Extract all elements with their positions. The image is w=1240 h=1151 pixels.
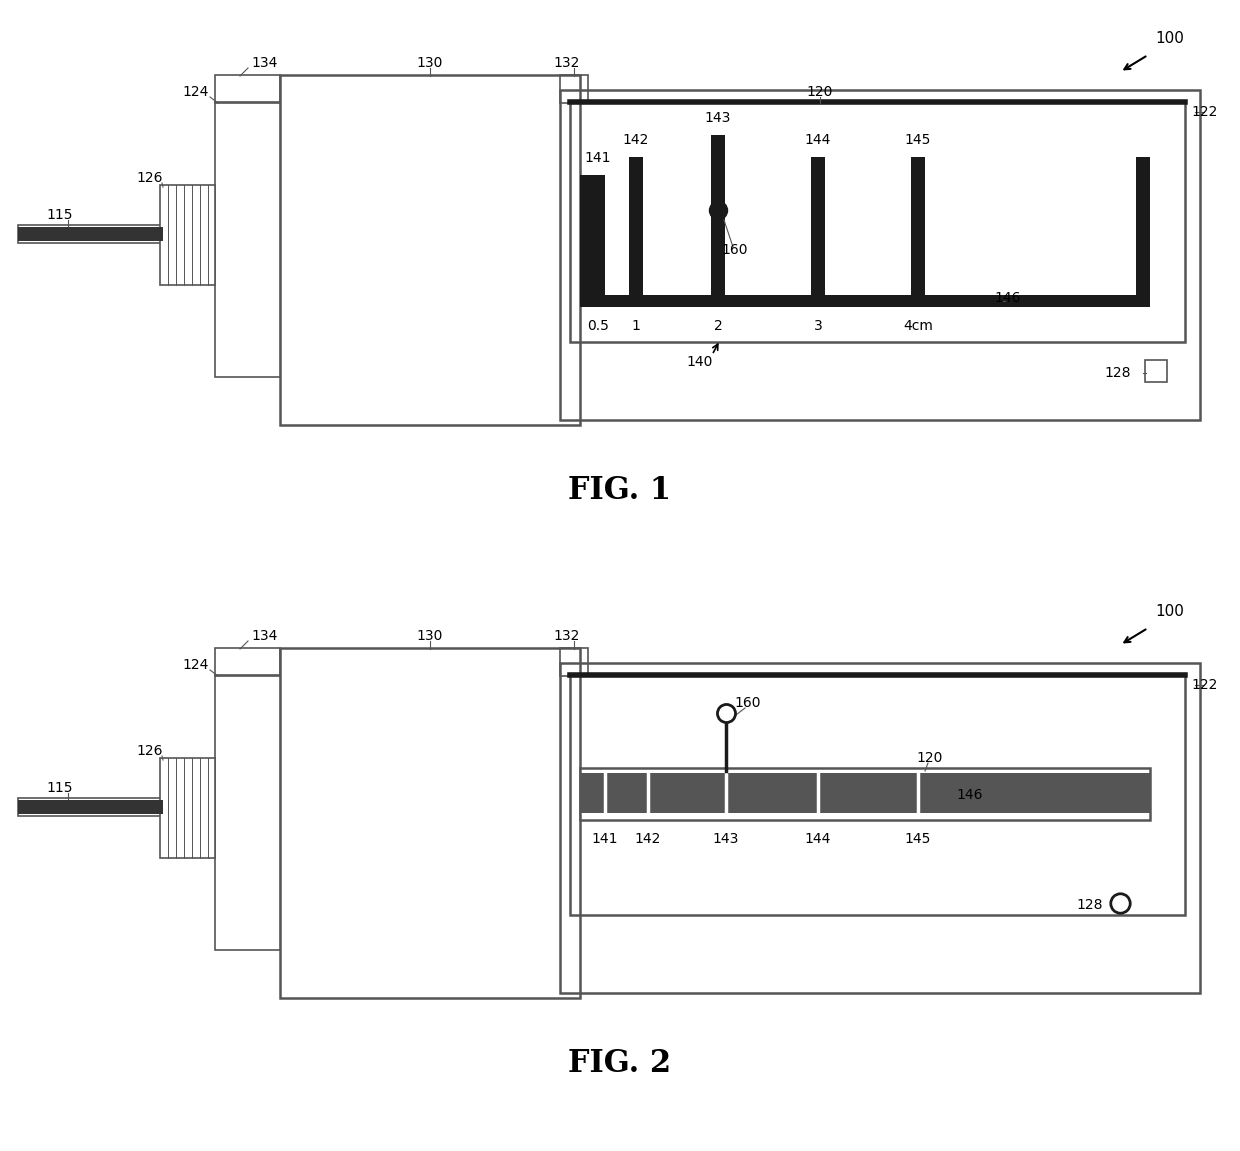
Bar: [560, 663, 1200, 993]
Bar: [911, 157, 925, 295]
Text: 145: 145: [905, 832, 931, 846]
Bar: [580, 295, 1149, 307]
Text: 115: 115: [47, 782, 73, 795]
Bar: [280, 75, 580, 425]
Text: 160: 160: [735, 696, 761, 710]
Bar: [215, 75, 280, 102]
Bar: [160, 185, 215, 285]
Bar: [215, 674, 280, 950]
Text: FIG. 1: FIG. 1: [568, 474, 672, 505]
Text: 142: 142: [622, 134, 650, 147]
Text: 3: 3: [813, 319, 822, 333]
Text: 4cm: 4cm: [903, 319, 932, 333]
Text: 160: 160: [722, 243, 748, 257]
Text: 146: 146: [957, 788, 983, 802]
Bar: [570, 674, 1185, 915]
Text: 132: 132: [554, 628, 580, 643]
Text: 141: 141: [585, 151, 611, 165]
Bar: [19, 798, 162, 816]
Text: 134: 134: [252, 628, 278, 643]
Bar: [1136, 157, 1149, 295]
Bar: [1145, 360, 1167, 382]
Text: 122: 122: [1192, 678, 1218, 692]
Bar: [560, 75, 588, 102]
Text: 132: 132: [554, 56, 580, 70]
Bar: [19, 224, 162, 243]
Bar: [19, 800, 162, 814]
Bar: [570, 102, 1185, 342]
Bar: [160, 759, 215, 857]
Text: 124: 124: [182, 85, 210, 99]
Bar: [215, 102, 280, 378]
Text: 143: 143: [713, 832, 739, 846]
Text: 100: 100: [1156, 603, 1184, 618]
Text: 142: 142: [635, 832, 661, 846]
Text: 141: 141: [591, 832, 619, 846]
Bar: [580, 768, 1149, 820]
Text: 120: 120: [807, 85, 833, 99]
Text: 115: 115: [47, 208, 73, 222]
Bar: [560, 648, 588, 676]
Text: 124: 124: [182, 658, 210, 672]
Text: 1: 1: [631, 319, 640, 333]
Bar: [580, 773, 1149, 813]
Text: 130: 130: [417, 56, 443, 70]
Bar: [591, 175, 605, 295]
Text: FIG. 2: FIG. 2: [568, 1047, 672, 1078]
Text: 2: 2: [714, 319, 723, 333]
Text: 146: 146: [994, 291, 1022, 305]
Bar: [711, 135, 725, 295]
Bar: [560, 90, 1200, 420]
Text: 134: 134: [252, 56, 278, 70]
Text: 140: 140: [687, 355, 713, 369]
Text: 0.5: 0.5: [587, 319, 609, 333]
Text: 100: 100: [1156, 30, 1184, 46]
Text: 126: 126: [136, 744, 164, 759]
Bar: [215, 648, 280, 676]
Text: 145: 145: [905, 134, 931, 147]
Text: 144: 144: [805, 832, 831, 846]
Bar: [580, 175, 594, 295]
Bar: [280, 648, 580, 998]
Text: 143: 143: [704, 110, 732, 125]
Bar: [811, 157, 825, 295]
Text: 120: 120: [916, 750, 944, 765]
Text: 122: 122: [1192, 105, 1218, 119]
Text: 144: 144: [805, 134, 831, 147]
Text: 128: 128: [1105, 366, 1131, 380]
Bar: [19, 227, 162, 241]
Text: 128: 128: [1076, 898, 1104, 912]
Text: 130: 130: [417, 628, 443, 643]
Text: 126: 126: [136, 171, 164, 185]
Bar: [629, 157, 644, 295]
